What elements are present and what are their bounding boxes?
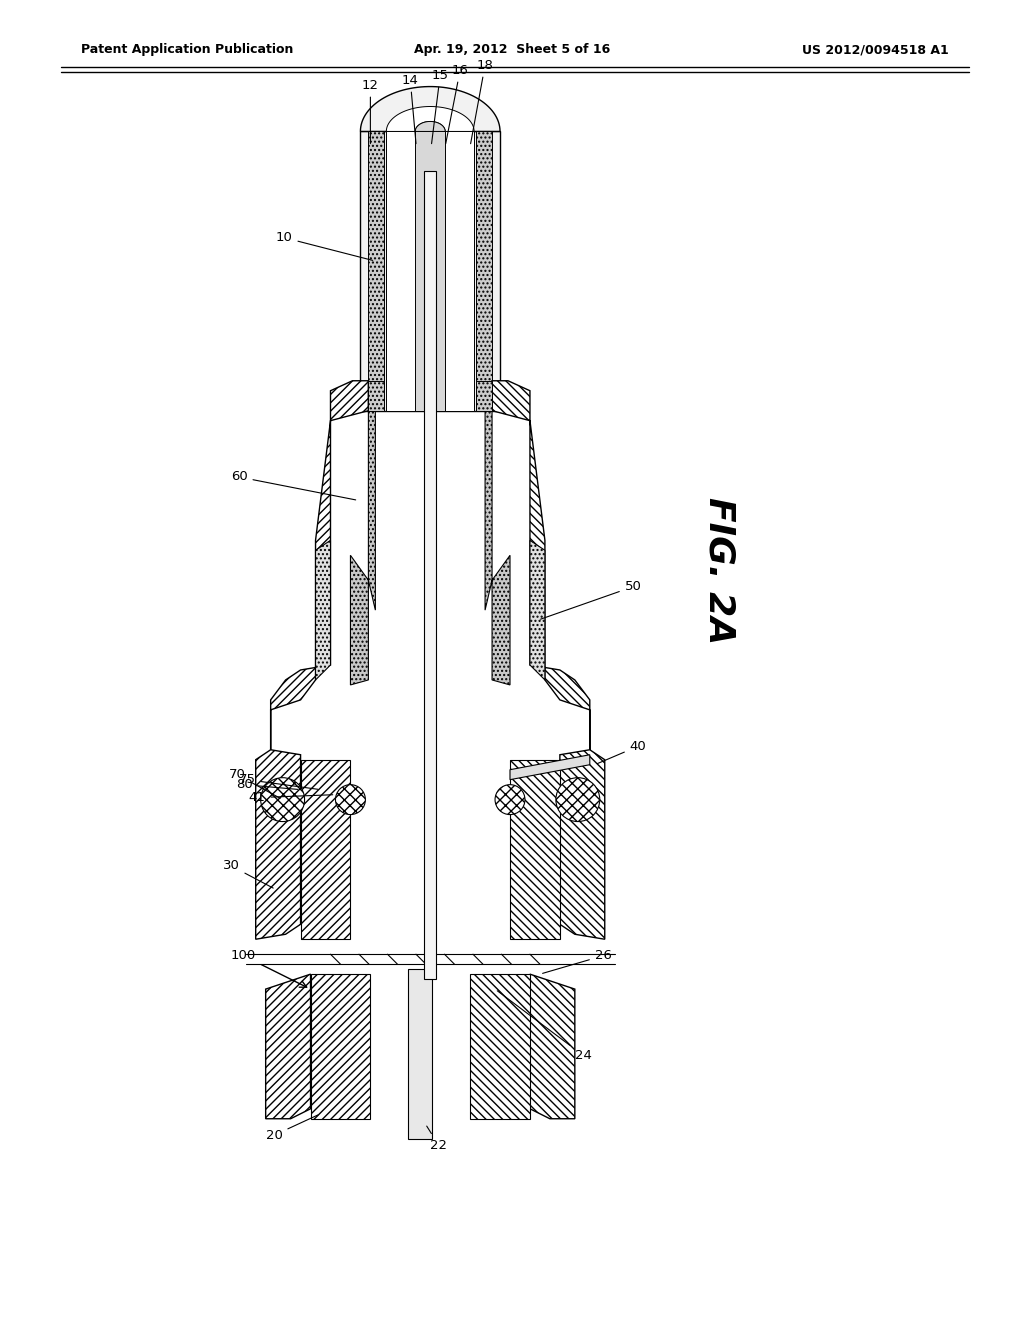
Polygon shape	[476, 380, 493, 411]
Text: FIG. 2A: FIG. 2A	[702, 496, 736, 644]
Text: 22: 22	[427, 1126, 447, 1151]
Text: 16: 16	[445, 63, 469, 144]
Text: 24: 24	[498, 991, 592, 1061]
Polygon shape	[510, 755, 590, 780]
Text: 50: 50	[541, 581, 642, 619]
Polygon shape	[476, 132, 493, 411]
Polygon shape	[485, 380, 510, 685]
Polygon shape	[369, 132, 384, 411]
Polygon shape	[369, 380, 384, 411]
Polygon shape	[310, 974, 371, 1119]
Polygon shape	[493, 380, 590, 760]
Polygon shape	[360, 132, 500, 411]
Text: 80: 80	[236, 779, 298, 791]
Text: 26: 26	[543, 949, 611, 973]
Text: 40: 40	[597, 739, 646, 764]
Text: US 2012/0094518 A1: US 2012/0094518 A1	[802, 44, 949, 57]
Text: 30: 30	[223, 859, 273, 888]
Polygon shape	[256, 750, 301, 940]
Polygon shape	[360, 87, 500, 132]
Text: Apr. 19, 2012  Sheet 5 of 16: Apr. 19, 2012 Sheet 5 of 16	[414, 44, 610, 57]
Polygon shape	[301, 760, 350, 940]
Text: 60: 60	[230, 470, 355, 500]
Text: 20: 20	[265, 1115, 318, 1142]
Polygon shape	[424, 172, 436, 979]
Polygon shape	[265, 974, 310, 1119]
Polygon shape	[270, 380, 369, 760]
Polygon shape	[386, 107, 474, 132]
Polygon shape	[315, 540, 331, 680]
Polygon shape	[409, 969, 432, 1139]
Text: 10: 10	[275, 231, 373, 260]
Polygon shape	[386, 132, 474, 411]
Polygon shape	[350, 380, 376, 685]
Polygon shape	[530, 540, 545, 680]
Circle shape	[336, 784, 366, 814]
Circle shape	[495, 784, 525, 814]
Polygon shape	[560, 750, 605, 940]
Polygon shape	[416, 121, 445, 132]
Text: 14: 14	[401, 74, 419, 144]
Circle shape	[261, 777, 304, 821]
Text: 75: 75	[239, 774, 317, 789]
Polygon shape	[416, 121, 445, 132]
Polygon shape	[510, 760, 560, 940]
Polygon shape	[530, 974, 574, 1119]
Text: 15: 15	[431, 69, 449, 144]
Polygon shape	[416, 132, 445, 411]
Text: 100: 100	[230, 949, 306, 987]
Text: 18: 18	[471, 58, 494, 144]
Polygon shape	[470, 974, 530, 1119]
Text: 12: 12	[361, 79, 379, 144]
Text: 41: 41	[249, 791, 333, 804]
Circle shape	[556, 777, 600, 821]
Text: Patent Application Publication: Patent Application Publication	[81, 44, 294, 57]
Text: 70: 70	[228, 768, 281, 799]
